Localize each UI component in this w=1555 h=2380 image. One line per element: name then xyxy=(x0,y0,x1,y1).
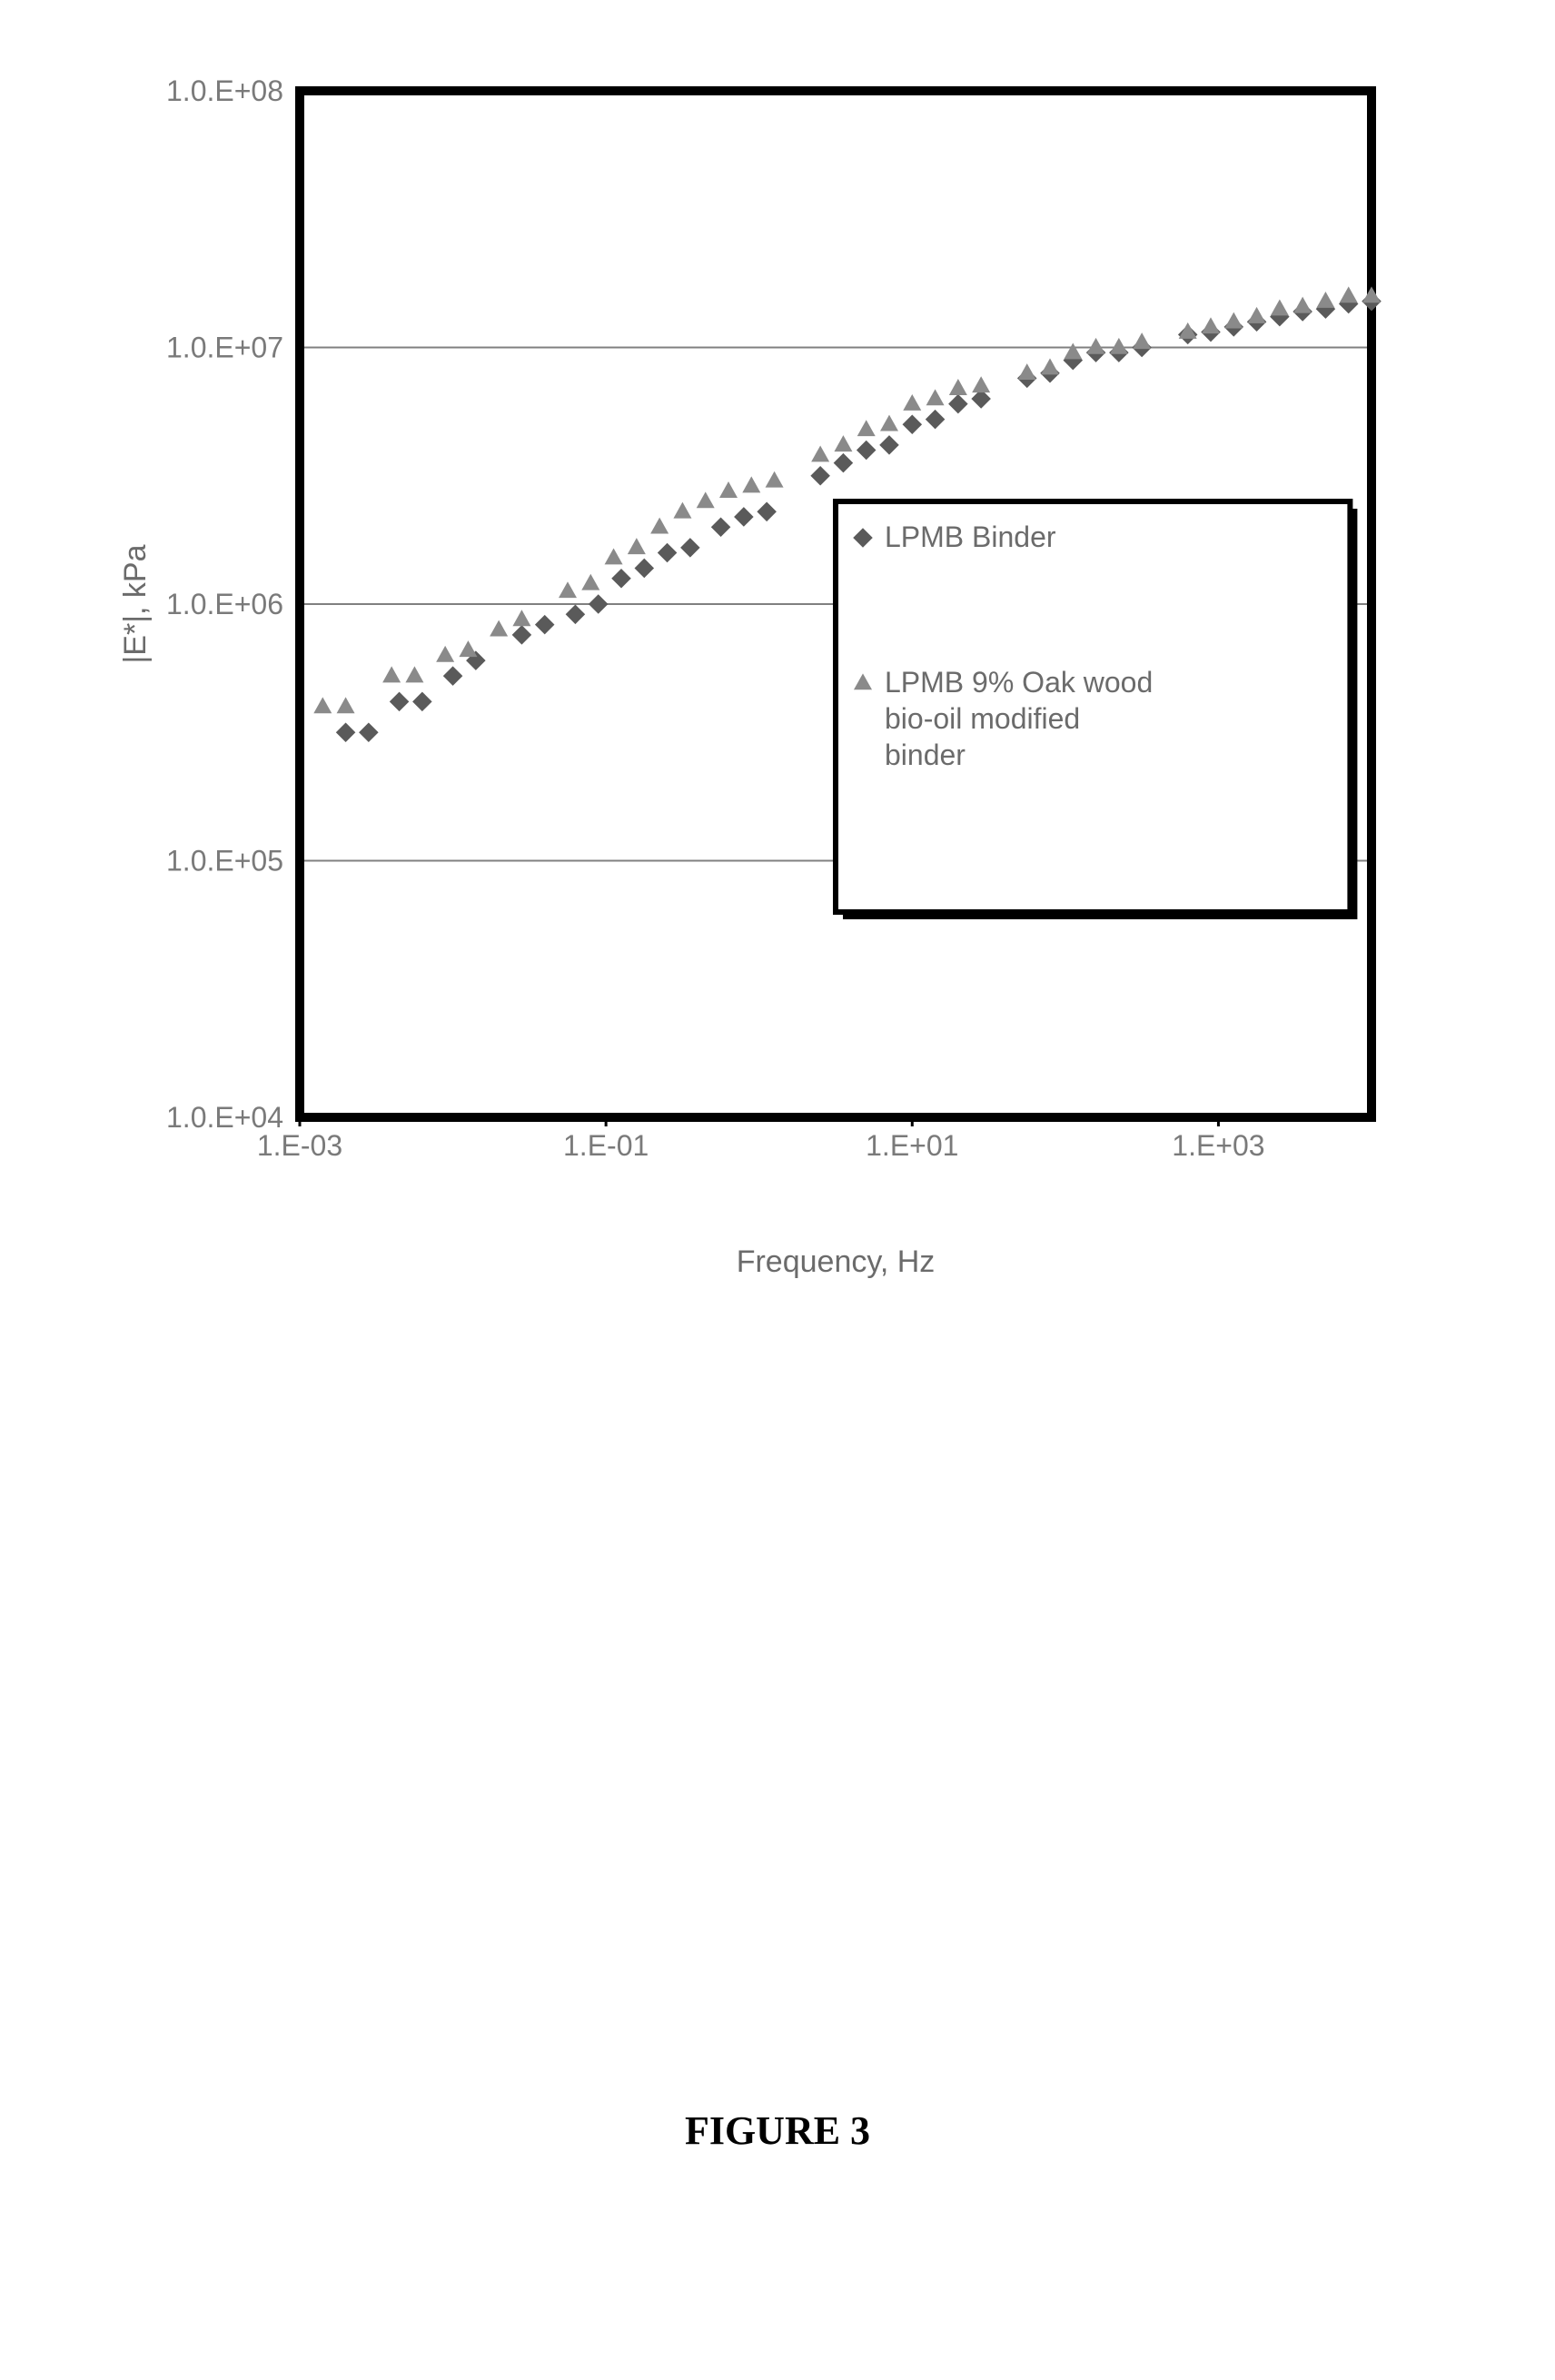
y-tick-label: 1.0.E+07 xyxy=(166,332,283,364)
y-tick-label: 1.0.E+08 xyxy=(166,74,283,107)
legend-label: binder xyxy=(885,739,966,771)
y-axis-label: |E*|, kPa xyxy=(118,544,153,663)
chart-container: 1.0.E+041.0.E+051.0.E+061.0.E+071.0.E+08… xyxy=(100,55,1444,1422)
x-axis-label: Frequency, Hz xyxy=(737,1245,936,1279)
figure-caption: FIGURE 3 xyxy=(0,2107,1555,2154)
legend-label: LPMB 9% Oak wood xyxy=(885,666,1153,699)
legend-label: bio-oil modified xyxy=(885,702,1080,735)
y-tick-label: 1.0.E+05 xyxy=(166,845,283,878)
page: 1.0.E+041.0.E+051.0.E+061.0.E+071.0.E+08… xyxy=(0,0,1555,2380)
legend-label: LPMB Binder xyxy=(885,521,1056,553)
x-tick-label: 1.E+03 xyxy=(1172,1129,1264,1162)
x-tick-label: 1.E-01 xyxy=(563,1129,649,1162)
x-tick-label: 1.E+01 xyxy=(866,1129,958,1162)
y-tick-label: 1.0.E+06 xyxy=(166,588,283,620)
x-tick-label: 1.E-03 xyxy=(257,1129,342,1162)
scatter-chart: 1.0.E+041.0.E+051.0.E+061.0.E+071.0.E+08… xyxy=(100,55,1444,1417)
